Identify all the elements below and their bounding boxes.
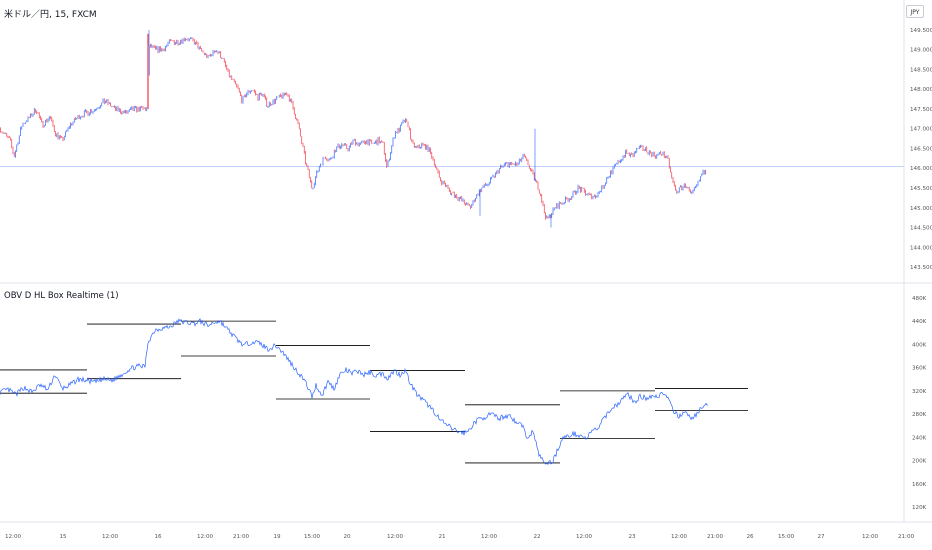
main-pane-title: 米ドル／円, 15, FXCM xyxy=(4,10,97,20)
price-tick-label: 143.500 xyxy=(910,265,932,271)
currency-button[interactable]: JPY xyxy=(906,5,924,18)
time-tick-label: 12:00 xyxy=(102,534,119,540)
obv-tick-label: 240K xyxy=(912,435,927,441)
time-tick-label: 15:00 xyxy=(778,534,795,540)
price-tick-label: 147.500 xyxy=(910,107,932,113)
time-tick-label: 12:00 xyxy=(387,534,404,540)
obv-line xyxy=(0,317,709,466)
obv-tick-label: 400K xyxy=(912,342,927,348)
time-tick-label: 12:00 xyxy=(671,534,688,540)
obv-tick-label: 160K xyxy=(912,482,927,488)
obv-tick-label: 320K xyxy=(912,389,927,395)
price-tick-label: 144.000 xyxy=(910,245,932,251)
price-tick-label: 145.000 xyxy=(910,206,932,212)
time-tick-label: 15 xyxy=(59,534,67,540)
time-tick-label: 27 xyxy=(817,534,825,540)
price-tick-label: 144.500 xyxy=(910,226,932,232)
time-tick-label: 12:00 xyxy=(576,534,593,540)
time-tick-label: 19 xyxy=(273,534,281,540)
time-tick-label: 12:00 xyxy=(862,534,879,540)
price-tick-label: 148.500 xyxy=(910,67,932,73)
obv-tick-label: 200K xyxy=(912,459,927,465)
price-tick-label: 149.000 xyxy=(910,48,932,54)
obv-tick-label: 480K xyxy=(912,296,927,302)
obv-boxes xyxy=(0,320,748,464)
indicator-axis: 120K 160K 200K 240K 280K 320K 360K 400K 440K 480K xyxy=(912,296,927,511)
time-tick-label: 16 xyxy=(154,534,162,540)
time-tick-label: 23 xyxy=(628,534,636,540)
time-tick-label: 21:00 xyxy=(898,534,915,540)
time-tick-label: 21:00 xyxy=(233,534,250,540)
price-tick-label: 149.500 xyxy=(910,28,932,34)
time-tick-label: 12:00 xyxy=(197,534,214,540)
obv-tick-label: 440K xyxy=(912,319,927,325)
price-tick-label: 145.500 xyxy=(910,186,932,192)
time-tick-label: 20 xyxy=(343,534,351,540)
obv-tick-label: 280K xyxy=(912,412,927,418)
time-tick-label: 12:00 xyxy=(5,534,22,540)
time-axis: 12:00 15 12:00 16 12:00 21:00 19 15:00 20 12:00 21… xyxy=(5,534,915,540)
price-tick-label: 146.500 xyxy=(910,146,932,152)
time-tick-label: 15:00 xyxy=(304,534,321,540)
obv-tick-label: 360K xyxy=(912,366,927,372)
time-tick-label: 12:00 xyxy=(481,534,498,540)
candlestick-series xyxy=(0,29,706,228)
price-axis: 143.500 144.000 144.500 145.000 145.500 146.0… xyxy=(910,28,932,271)
price-tick-label: 147.000 xyxy=(910,127,932,133)
obv-tick-label: 120K xyxy=(912,505,927,511)
price-tick-label: 146.000 xyxy=(910,166,932,172)
price-tick-label: 148.000 xyxy=(910,87,932,93)
time-tick-label: 22 xyxy=(533,534,540,540)
indicator-pane-title: OBV D HL Box Realtime (1) xyxy=(4,291,119,301)
time-tick-label: 21 xyxy=(438,534,446,540)
time-tick-label: 21:00 xyxy=(707,534,724,540)
time-tick-label: 26 xyxy=(746,534,754,540)
obv-line-series xyxy=(0,317,709,466)
